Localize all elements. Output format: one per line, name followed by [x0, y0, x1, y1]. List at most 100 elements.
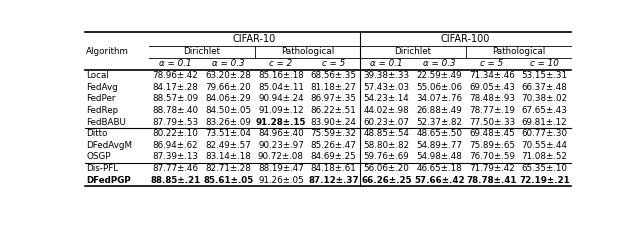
Text: 91.26±.05: 91.26±.05 [258, 175, 304, 185]
Text: α = 0.1: α = 0.1 [159, 59, 192, 68]
Text: 71.79±.42: 71.79±.42 [469, 164, 515, 173]
Text: FedPer: FedPer [86, 94, 116, 103]
Text: 57.43±.03: 57.43±.03 [364, 83, 410, 92]
Text: 85.16±.18: 85.16±.18 [258, 71, 304, 80]
Text: 70.55±.44: 70.55±.44 [522, 141, 568, 150]
Text: c = 2: c = 2 [269, 59, 292, 68]
Text: 87.12±.37: 87.12±.37 [308, 175, 359, 185]
Text: 69.81±.12: 69.81±.12 [522, 118, 568, 127]
Text: DFedAvgM: DFedAvgM [86, 141, 132, 150]
Text: 69.48±.45: 69.48±.45 [469, 129, 515, 138]
Text: 48.85±.54: 48.85±.54 [364, 129, 410, 138]
Text: 78.77±.19: 78.77±.19 [469, 106, 515, 115]
Text: 78.78±.41: 78.78±.41 [467, 175, 517, 185]
Text: 81.18±.27: 81.18±.27 [311, 83, 356, 92]
Text: 82.71±.28: 82.71±.28 [205, 164, 251, 173]
Text: Dirichlet: Dirichlet [394, 47, 431, 56]
Text: 87.77±.46: 87.77±.46 [152, 164, 198, 173]
Text: 48.65±.50: 48.65±.50 [416, 129, 462, 138]
Text: 58.80±.82: 58.80±.82 [364, 141, 410, 150]
Text: Pathological: Pathological [281, 47, 334, 56]
Text: 88.19±.47: 88.19±.47 [258, 164, 304, 173]
Text: 90.23±.97: 90.23±.97 [258, 141, 304, 150]
Text: 73.51±.04: 73.51±.04 [205, 129, 252, 138]
Text: 85.26±.47: 85.26±.47 [311, 141, 356, 150]
Text: 84.06±.29: 84.06±.29 [205, 94, 251, 103]
Text: Algorithm: Algorithm [86, 47, 129, 56]
Text: α = 0.3: α = 0.3 [212, 59, 244, 68]
Text: Pathological: Pathological [492, 47, 545, 56]
Text: 90.94±.24: 90.94±.24 [258, 94, 304, 103]
Text: 90.72±.08: 90.72±.08 [258, 152, 304, 161]
Text: 59.76±.69: 59.76±.69 [364, 152, 410, 161]
Text: 87.39±.13: 87.39±.13 [152, 152, 198, 161]
Text: 63.20±.28: 63.20±.28 [205, 71, 251, 80]
Text: 60.23±.07: 60.23±.07 [364, 118, 410, 127]
Text: 75.59±.32: 75.59±.32 [310, 129, 356, 138]
Text: 84.50±.05: 84.50±.05 [205, 106, 252, 115]
Text: c = 10: c = 10 [530, 59, 559, 68]
Text: 84.17±.28: 84.17±.28 [152, 83, 198, 92]
Text: 83.14±.18: 83.14±.18 [205, 152, 251, 161]
Text: 88.85±.21: 88.85±.21 [150, 175, 200, 185]
Text: 53.15±.31: 53.15±.31 [522, 71, 568, 80]
Text: 22.59±.49: 22.59±.49 [417, 71, 462, 80]
Text: 91.09±.12: 91.09±.12 [258, 106, 304, 115]
Text: 66.26±.25: 66.26±.25 [361, 175, 412, 185]
Text: 83.90±.24: 83.90±.24 [311, 118, 356, 127]
Text: 80.22±.10: 80.22±.10 [152, 129, 198, 138]
Text: 71.08±.52: 71.08±.52 [522, 152, 568, 161]
Text: 60.77±.30: 60.77±.30 [522, 129, 568, 138]
Text: 79.66±.20: 79.66±.20 [205, 83, 251, 92]
Text: 77.50±.33: 77.50±.33 [469, 118, 515, 127]
Text: 71.34±.46: 71.34±.46 [469, 71, 515, 80]
Text: 55.06±.06: 55.06±.06 [416, 83, 462, 92]
Text: 39.38±.33: 39.38±.33 [364, 71, 410, 80]
Text: 91.28±.15: 91.28±.15 [256, 118, 306, 127]
Text: 86.22±.51: 86.22±.51 [311, 106, 356, 115]
Text: 68.56±.35: 68.56±.35 [310, 71, 356, 80]
Text: 54.98±.48: 54.98±.48 [416, 152, 462, 161]
Text: 54.23±.14: 54.23±.14 [364, 94, 410, 103]
Text: 85.04±.11: 85.04±.11 [258, 83, 304, 92]
Text: 26.88±.49: 26.88±.49 [416, 106, 462, 115]
Text: CIFAR-10: CIFAR-10 [233, 34, 276, 44]
Text: 84.18±.61: 84.18±.61 [311, 164, 356, 173]
Text: 66.37±.48: 66.37±.48 [522, 83, 568, 92]
Text: 84.69±.25: 84.69±.25 [311, 152, 356, 161]
Text: c = 5: c = 5 [480, 59, 504, 68]
Text: DFedPGP: DFedPGP [86, 175, 131, 185]
Text: 44.02±.98: 44.02±.98 [364, 106, 410, 115]
Text: 69.05±.43: 69.05±.43 [469, 83, 515, 92]
Text: 88.78±.40: 88.78±.40 [152, 106, 198, 115]
Text: α = 0.3: α = 0.3 [423, 59, 456, 68]
Text: 65.35±.10: 65.35±.10 [522, 164, 568, 173]
Text: 57.66±.42: 57.66±.42 [414, 175, 465, 185]
Text: CIFAR-100: CIFAR-100 [441, 34, 490, 44]
Text: 34.07±.76: 34.07±.76 [416, 94, 462, 103]
Text: 56.06±.20: 56.06±.20 [364, 164, 410, 173]
Text: 67.65±.43: 67.65±.43 [522, 106, 568, 115]
Text: 52.37±.82: 52.37±.82 [416, 118, 462, 127]
Text: FedBABU: FedBABU [86, 118, 126, 127]
Text: 72.19±.21: 72.19±.21 [519, 175, 570, 185]
Text: Ditto: Ditto [86, 129, 108, 138]
Text: Dis-PFL: Dis-PFL [86, 164, 118, 173]
Text: FedAvg: FedAvg [86, 83, 118, 92]
Text: 82.49±.57: 82.49±.57 [205, 141, 251, 150]
Text: 85.61±.05: 85.61±.05 [203, 175, 253, 185]
Text: 88.57±.09: 88.57±.09 [152, 94, 198, 103]
Text: 86.94±.62: 86.94±.62 [153, 141, 198, 150]
Text: 86.97±.35: 86.97±.35 [310, 94, 356, 103]
Text: 83.26±.09: 83.26±.09 [205, 118, 251, 127]
Text: α = 0.1: α = 0.1 [370, 59, 403, 68]
Text: 70.38±.02: 70.38±.02 [522, 94, 568, 103]
Text: 78.96±.42: 78.96±.42 [152, 71, 198, 80]
Text: FedRep: FedRep [86, 106, 118, 115]
Text: 75.89±.65: 75.89±.65 [469, 141, 515, 150]
Text: Dirichlet: Dirichlet [183, 47, 220, 56]
Text: OSGP: OSGP [86, 152, 111, 161]
Text: 87.79±.53: 87.79±.53 [152, 118, 198, 127]
Text: c = 5: c = 5 [322, 59, 346, 68]
Text: 78.48±.93: 78.48±.93 [469, 94, 515, 103]
